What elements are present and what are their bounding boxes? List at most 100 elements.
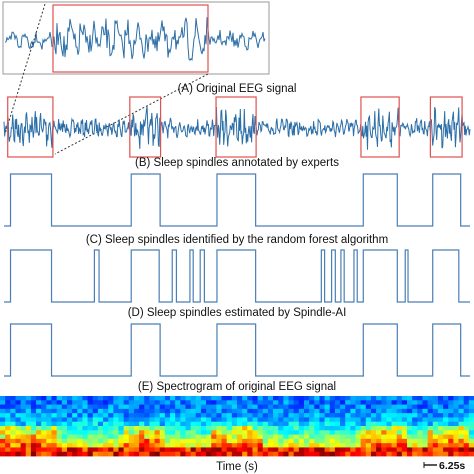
spectrogram-cell xyxy=(401,451,408,457)
spectrogram-cell xyxy=(412,408,418,414)
spectrogram-cell xyxy=(164,430,171,435)
spectrogram-cell xyxy=(463,438,470,444)
spectrogram-cell xyxy=(453,396,459,401)
spectrogram-cell xyxy=(180,451,186,457)
spectrogram-cell xyxy=(309,443,315,448)
spectrogram-cell xyxy=(123,447,130,453)
spectrogram-cell xyxy=(206,421,212,427)
spectrogram-cell xyxy=(365,396,372,401)
spectrogram-cell xyxy=(350,404,356,410)
spectrogram-cell xyxy=(133,426,140,431)
spectrogram-cell xyxy=(128,438,135,444)
spectrogram-cell xyxy=(334,421,341,427)
spectrogram-cell xyxy=(324,443,331,448)
spectrogram-cell xyxy=(51,404,58,410)
spectrogram-cell xyxy=(113,413,119,418)
spectrogram-cell xyxy=(30,438,37,444)
spectrogram-cell xyxy=(278,400,284,405)
spectrogram-cell xyxy=(412,447,418,453)
spectrogram-cell xyxy=(443,443,449,448)
spectrogram-cell xyxy=(242,413,248,418)
spectrogram-cell xyxy=(0,396,6,401)
spectrogram-cell xyxy=(257,396,264,401)
spectrogram-cell xyxy=(468,426,474,431)
spectrogram-cell xyxy=(278,451,284,457)
spectrogram-cell xyxy=(293,447,300,453)
spectrogram-cell xyxy=(237,404,243,410)
spectrogram-cell xyxy=(334,451,341,457)
spectrogram-cell xyxy=(309,451,315,457)
spectrogram-cell xyxy=(20,400,27,405)
spectrogram-cell xyxy=(108,400,114,405)
spectrogram-cell xyxy=(412,443,418,448)
spectrogram-cell xyxy=(468,434,474,440)
spectrogram-cell xyxy=(401,434,408,440)
spectrogram-cell xyxy=(200,438,207,444)
spectrogram-cell xyxy=(468,438,474,444)
spectrogram-cell xyxy=(175,408,181,414)
spectrogram-cell xyxy=(51,434,58,440)
spectrogram-cell xyxy=(422,417,429,423)
spectrogram-cell xyxy=(257,413,264,418)
spectrogram-cell xyxy=(432,417,439,423)
spectrogram-cell xyxy=(350,434,356,440)
spectrogram-cell xyxy=(370,400,377,405)
spectrogram-cell xyxy=(391,430,398,435)
expert-spindle-segment-4 xyxy=(363,174,397,226)
spectrogram-cell xyxy=(87,400,94,405)
spectrogram-cell xyxy=(5,443,11,448)
spectrogram-cell xyxy=(51,396,58,401)
spectrogram-cell xyxy=(350,421,356,427)
spectrogram-cell xyxy=(56,430,63,435)
spectrogram-cell xyxy=(345,443,351,448)
spectrogram-cell xyxy=(15,400,22,405)
spectrogram-cell xyxy=(231,451,238,457)
spectrogram-cell xyxy=(298,417,305,423)
spectrogram-cell xyxy=(370,408,377,414)
spectrogram-cell xyxy=(355,434,362,440)
spectrogram-cell xyxy=(30,434,37,440)
spectrogram-cell xyxy=(61,443,68,448)
spectrogram-cell xyxy=(185,438,192,444)
spectrogram-cell xyxy=(170,417,176,423)
spectrogram-cell xyxy=(216,400,222,405)
spectrogram-cell xyxy=(303,413,310,418)
spectrogram-cell xyxy=(293,404,300,410)
spectrogram-cell xyxy=(252,438,259,444)
rf-spindle-segment-5 xyxy=(190,250,193,302)
spectrogram-cell xyxy=(293,438,300,444)
spectrogram-cell xyxy=(221,396,228,401)
spectrogram-cell xyxy=(314,404,320,410)
spectrogram-cell xyxy=(113,438,119,444)
spectrogram-cell xyxy=(118,400,125,405)
spectrogram-cell xyxy=(0,421,6,427)
spectrogram-cell xyxy=(216,413,222,418)
spectrogram-cell xyxy=(175,438,181,444)
spectrogram-cell xyxy=(77,443,83,448)
spectrogram-cell xyxy=(92,430,99,435)
spectrogram-cell xyxy=(15,447,22,453)
spectrogram-cell xyxy=(267,443,274,448)
spectrogram-cell xyxy=(252,443,259,448)
spectrogram-cell xyxy=(257,430,264,435)
spectrogram-cell xyxy=(257,408,264,414)
spectrogram-cell xyxy=(252,400,259,405)
spectrogram-cell xyxy=(20,413,27,418)
spectrogram-cell xyxy=(118,421,125,427)
spectrogram-cell xyxy=(376,400,382,405)
spectrogram-cell xyxy=(5,417,11,423)
spectrogram-cell xyxy=(56,421,63,427)
spectrogram-cell xyxy=(118,447,125,453)
spectrogram-cell xyxy=(144,421,150,427)
spectrogram-cell xyxy=(237,400,243,405)
spectrogram-cell xyxy=(391,443,398,448)
spectrogram-cell xyxy=(370,417,377,423)
spectrogram-cell xyxy=(97,413,104,418)
spectrogram-cell xyxy=(149,396,155,401)
spectrogram-cell xyxy=(365,434,372,440)
spectrogram-cell xyxy=(164,413,171,418)
spectrogram-cell xyxy=(46,417,52,423)
spectrogram-cell xyxy=(118,430,125,435)
spectrogram-cell xyxy=(427,447,434,453)
spectrogram-cell xyxy=(216,408,222,414)
